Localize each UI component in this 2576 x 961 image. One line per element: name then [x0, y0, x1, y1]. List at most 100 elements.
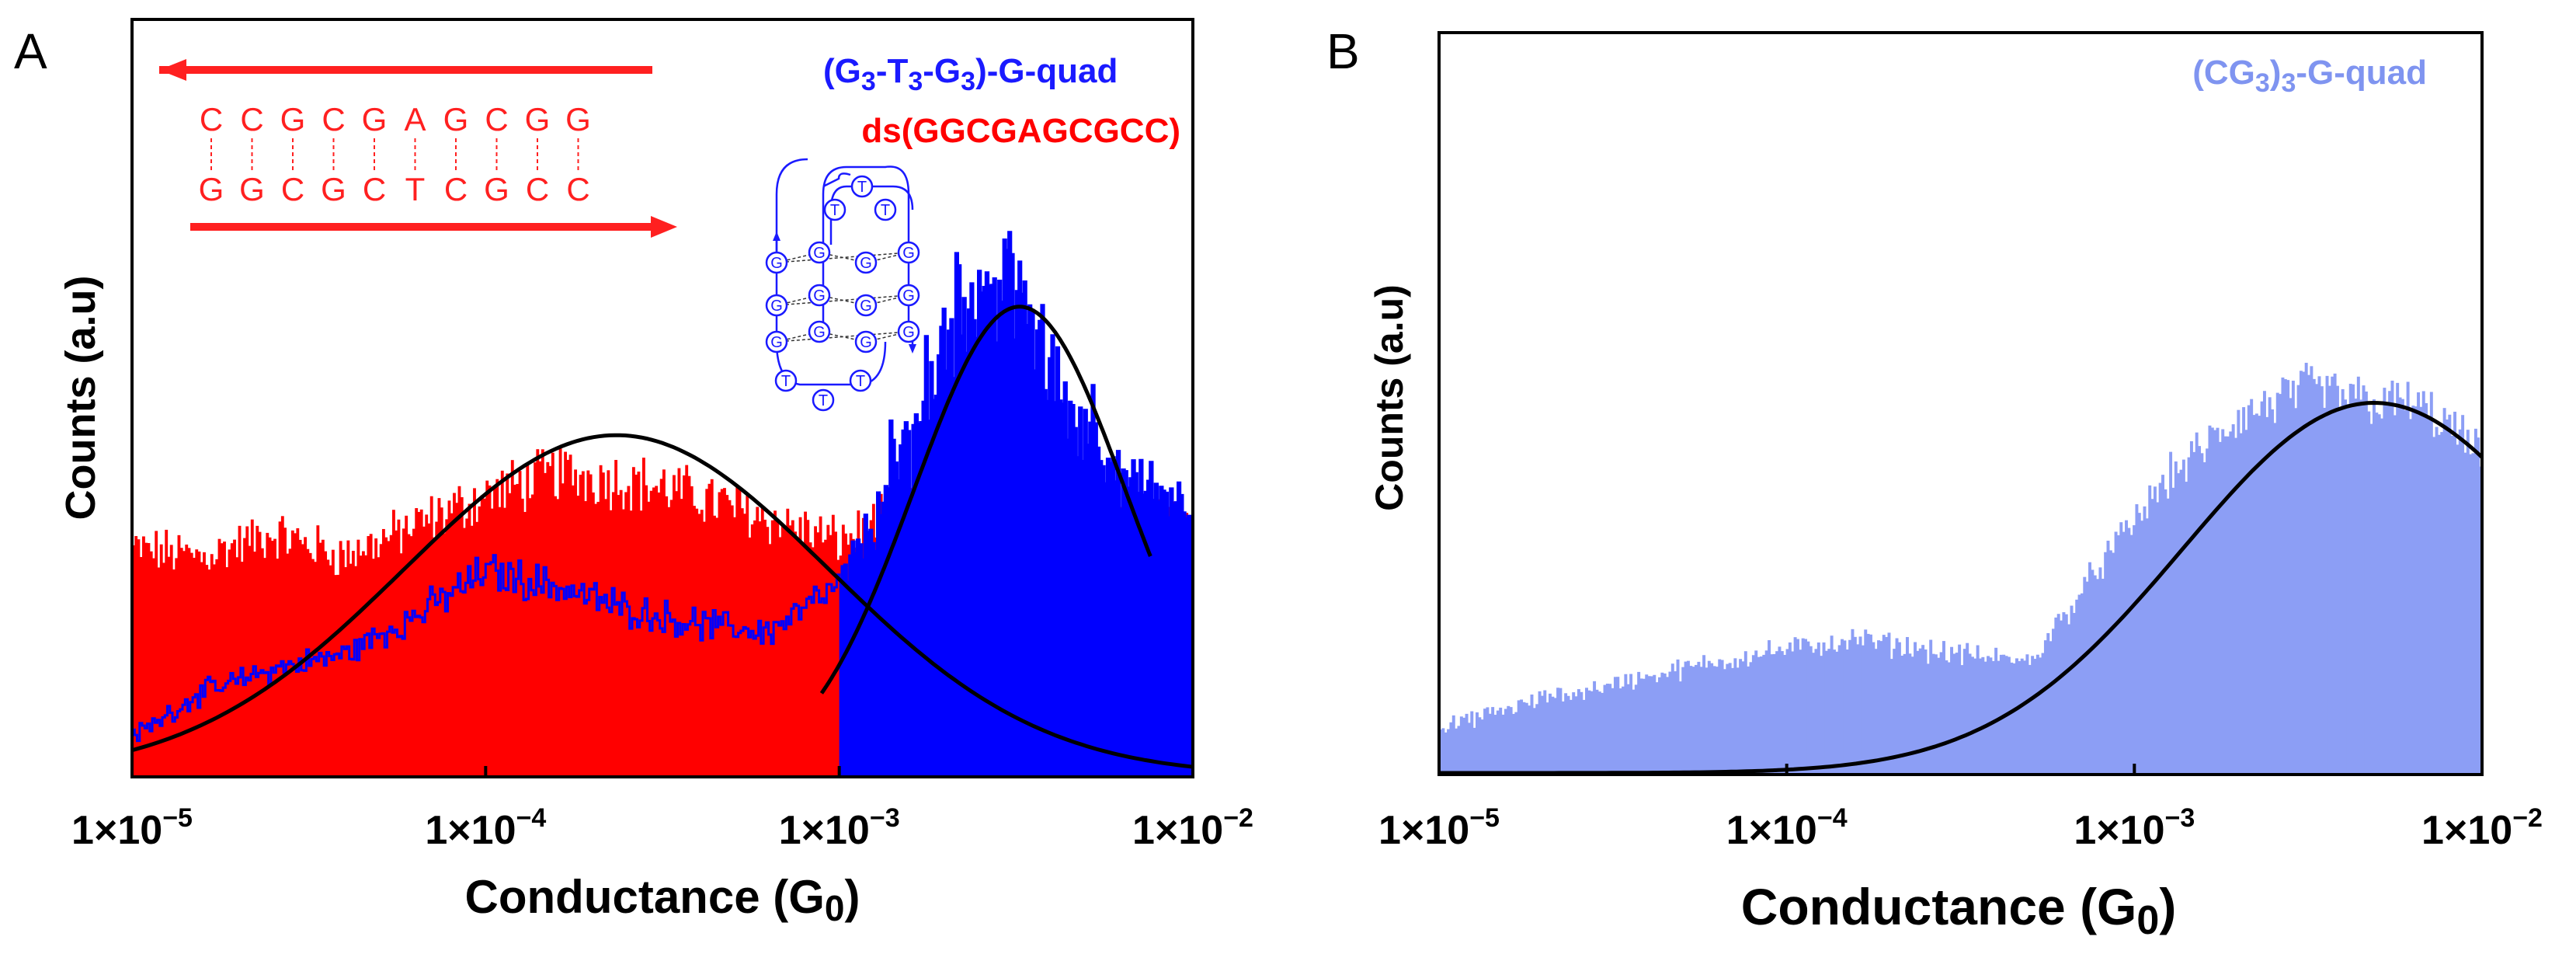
histogram-bar: [447, 500, 451, 775]
histogram-bar: [864, 514, 868, 775]
histogram-bar: [478, 506, 481, 775]
histogram-bar: [1962, 649, 1966, 773]
bottom-strand-base: C: [566, 171, 589, 207]
histogram-bar: [2067, 624, 2071, 773]
histogram-bar: [1689, 666, 1693, 773]
histogram-bar: [2088, 562, 2091, 773]
histogram-bar: [278, 521, 282, 775]
histogram-bar: [351, 551, 355, 775]
gquad-guanine-label: G: [860, 255, 872, 272]
histogram-bar: [1044, 390, 1047, 775]
histogram-bar: [1137, 493, 1141, 775]
histogram-bar: [256, 525, 259, 775]
histogram-bar: [165, 529, 169, 775]
histogram-bar: [784, 528, 787, 775]
histogram-bar: [435, 521, 439, 775]
histogram-bar: [1799, 649, 1803, 773]
histogram-bar: [225, 567, 229, 775]
histogram-bar: [1507, 705, 1510, 773]
histogram-bar: [2137, 513, 2141, 773]
panel-b-frame: [1437, 31, 2484, 776]
histogram-bar: [2338, 409, 2342, 773]
bottom-strand-base: T: [405, 171, 426, 207]
histogram-bar: [1459, 716, 1463, 773]
histogram-bar: [2171, 487, 2175, 773]
histogram-bar: [2385, 402, 2389, 773]
histogram-bar: [773, 510, 777, 775]
gquad-tetrad-hbonds: [776, 294, 909, 306]
histogram-bar: [1170, 488, 1173, 775]
histogram-bar: [1488, 713, 1492, 773]
histogram-bar: [874, 551, 878, 775]
histogram-bar: [1071, 405, 1075, 775]
histogram-bar: [1003, 239, 1006, 775]
histogram-bar: [530, 494, 534, 775]
histogram-bar: [1486, 707, 1490, 773]
histogram-bar: [500, 470, 504, 775]
histogram-bar: [1908, 653, 1912, 773]
histogram-bar: [2231, 424, 2235, 773]
histogram-bar: [508, 493, 512, 775]
histogram-bar: [1887, 632, 1891, 773]
histogram-bar: [1968, 653, 1972, 773]
histogram-bar: [258, 531, 262, 775]
top-strand-base: C: [240, 101, 263, 138]
histogram-bar: [2393, 415, 2397, 773]
histogram-bar: [1076, 457, 1080, 775]
histogram-bar: [2320, 386, 2324, 773]
histogram-bar: [270, 541, 274, 775]
histogram-bar: [1530, 694, 1534, 773]
histogram-bar: [1653, 674, 1656, 773]
histogram-bar: [1864, 629, 1868, 773]
histogram-bar: [2327, 385, 2331, 773]
histogram-bar: [1054, 402, 1057, 775]
histogram-bar: [700, 510, 704, 775]
histogram-bar: [260, 548, 264, 775]
x-tick-label: 1×10−3: [2074, 803, 2195, 853]
gquad-guanine: [854, 251, 878, 274]
top-strand-base: A: [404, 101, 426, 138]
gaussian-fit-line: [1439, 400, 2484, 775]
histogram-bar: [1924, 649, 1928, 773]
histogram-bar: [811, 547, 815, 775]
histogram-bar: [2304, 362, 2308, 774]
histogram-bar: [283, 528, 287, 775]
histogram-bar: [203, 552, 206, 775]
histogram-bar: [2283, 379, 2287, 773]
histogram-bar: [1038, 321, 1042, 776]
histogram-bar: [1809, 646, 1813, 773]
histogram-bar: [273, 538, 276, 775]
histogram-bar: [1848, 639, 1852, 773]
histogram-bar: [1866, 633, 1870, 773]
histogram-bar: [1066, 440, 1070, 775]
histogram-bar: [861, 559, 865, 775]
histogram-bar: [1543, 690, 1547, 773]
histogram-bar: [2064, 614, 2068, 773]
histogram-bar: [990, 284, 994, 775]
histogram-bar: [806, 520, 810, 775]
histogram-bar: [725, 495, 729, 775]
histogram-bar: [395, 530, 398, 775]
histogram-bar: [1524, 702, 1528, 773]
histogram-bar: [819, 516, 822, 775]
histogram-bar: [1726, 663, 1730, 773]
histogram-bar: [649, 490, 653, 775]
histogram-bar: [2031, 656, 2035, 773]
histogram-bar: [139, 556, 143, 775]
histogram-bar: [187, 548, 191, 775]
histogram-bar: [2425, 402, 2428, 773]
histogram-bar: [1804, 639, 1808, 773]
histogram-bar: [1457, 726, 1461, 773]
histogram-bar: [1720, 660, 1724, 773]
histogram-bar: [1501, 714, 1505, 773]
histogram-bar: [1582, 699, 1586, 773]
histogram-bar: [250, 519, 254, 775]
histogram-bar: [1853, 636, 1857, 773]
histogram-bar: [1634, 684, 1638, 773]
histogram-bar: [468, 503, 471, 775]
histogram-bar: [457, 486, 461, 775]
histogram-bar: [1686, 660, 1690, 773]
histogram-bar: [1918, 648, 1922, 773]
histogram-bar: [268, 537, 272, 775]
